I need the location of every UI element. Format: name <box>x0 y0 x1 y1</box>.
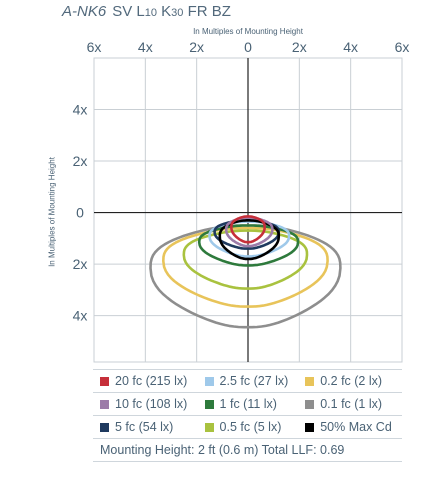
contour-line <box>149 224 342 329</box>
legend-label: 0.1 fc (1 lx) <box>320 397 383 411</box>
title-model: A-NK6 <box>62 3 107 20</box>
legend-swatch <box>305 400 315 409</box>
legend-row: 20 fc (215 lx) 2.5 fc (27 lx) 0.2 fc (2 lx… <box>93 369 402 393</box>
legend-label: 20 fc (215 lx) <box>115 374 188 388</box>
legend-item: 1 fc (11 lx) <box>197 392 299 416</box>
y-tick-label: 0 <box>76 205 84 221</box>
legend: 20 fc (215 lx) 2.5 fc (27 lx) 0.2 fc (2 lx… <box>93 369 402 462</box>
y-tick-label: 2x <box>73 153 88 169</box>
x-tick-label: 6x <box>87 39 102 55</box>
legend-swatch <box>204 423 214 432</box>
contour-line <box>197 224 300 267</box>
title-config-part: K <box>156 3 172 20</box>
contour-line <box>162 226 329 308</box>
contour-line <box>182 229 309 290</box>
legend-swatch <box>100 423 109 432</box>
x-tick-label: 4x <box>138 39 153 55</box>
contour-lines <box>149 215 342 329</box>
y-tick-label: 4x <box>73 308 88 324</box>
legend-item: 2.5 fc (27 lx) <box>197 369 299 393</box>
chart-title: A-NK6 SV L10 K30 FR BZ <box>62 3 231 20</box>
iso-plot: 6x 4x 2x 0 2x 4x 6x 4x 2x 0 2x 4x <box>73 39 410 363</box>
y-tick-label: 4x <box>73 102 88 118</box>
grid <box>93 57 403 363</box>
x-tick-label: 4x <box>343 39 358 55</box>
x-tick-label: 6x <box>395 39 410 55</box>
legend-label: 10 fc (108 lx) <box>115 397 188 411</box>
title-config-part: FR BZ <box>183 3 231 20</box>
x-tick-label: 2x <box>189 39 204 55</box>
x-tick-label: 0 <box>244 39 252 55</box>
legend-item: 0.5 fc (5 lx) <box>197 415 299 439</box>
legend-label: 50% Max Cd <box>320 420 392 434</box>
legend-item: 0.1 fc (1 lx) <box>298 392 402 416</box>
legend-label: 5 fc (54 lx) <box>115 420 174 434</box>
title-config-part: SV L <box>112 3 145 20</box>
contour-line <box>230 215 266 244</box>
legend-swatch <box>204 400 214 409</box>
legend-swatch <box>305 423 315 432</box>
x-tick-label: 2x <box>292 39 307 55</box>
legend-item: 20 fc (215 lx) <box>93 369 198 393</box>
title-config-part: 30 <box>171 7 184 19</box>
legend-item: 50% Max Cd <box>298 415 402 439</box>
y-tick-label: 2x <box>73 256 88 272</box>
legend-swatch <box>305 377 315 386</box>
legend-item: 5 fc (54 lx) <box>93 415 198 439</box>
legend-item: 10 fc (108 lx) <box>93 392 198 416</box>
legend-swatch <box>204 377 214 386</box>
legend-label: 2.5 fc (27 lx) <box>219 374 289 388</box>
legend-row: 5 fc (54 lx) 0.5 fc (5 lx) 50% Max Cd <box>93 415 402 439</box>
legend-footer-row: Mounting Height: 2 ft (0.6 m) Total LLF:… <box>93 438 402 462</box>
legend-row: 10 fc (108 lx) 1 fc (11 lx) 0.1 fc (1 lx) <box>93 392 402 416</box>
legend-label: 1 fc (11 lx) <box>219 397 277 411</box>
tick-labels: 6x 4x 2x 0 2x 4x 6x 4x 2x 0 2x 4x <box>73 39 410 324</box>
title-config-part: 10 <box>144 7 157 19</box>
mounting-height-note: Mounting Height: 2 ft (0.6 m) Total LLF:… <box>93 438 402 462</box>
legend-item: 0.2 fc (2 lx) <box>298 369 402 393</box>
legend-swatch <box>100 400 109 409</box>
legend-label: 0.2 fc (2 lx) <box>320 374 383 388</box>
legend-swatch <box>100 377 109 386</box>
top-axis-label: In Multiples of Mounting Height <box>193 27 303 36</box>
legend-label: 0.5 fc (5 lx) <box>219 420 282 434</box>
